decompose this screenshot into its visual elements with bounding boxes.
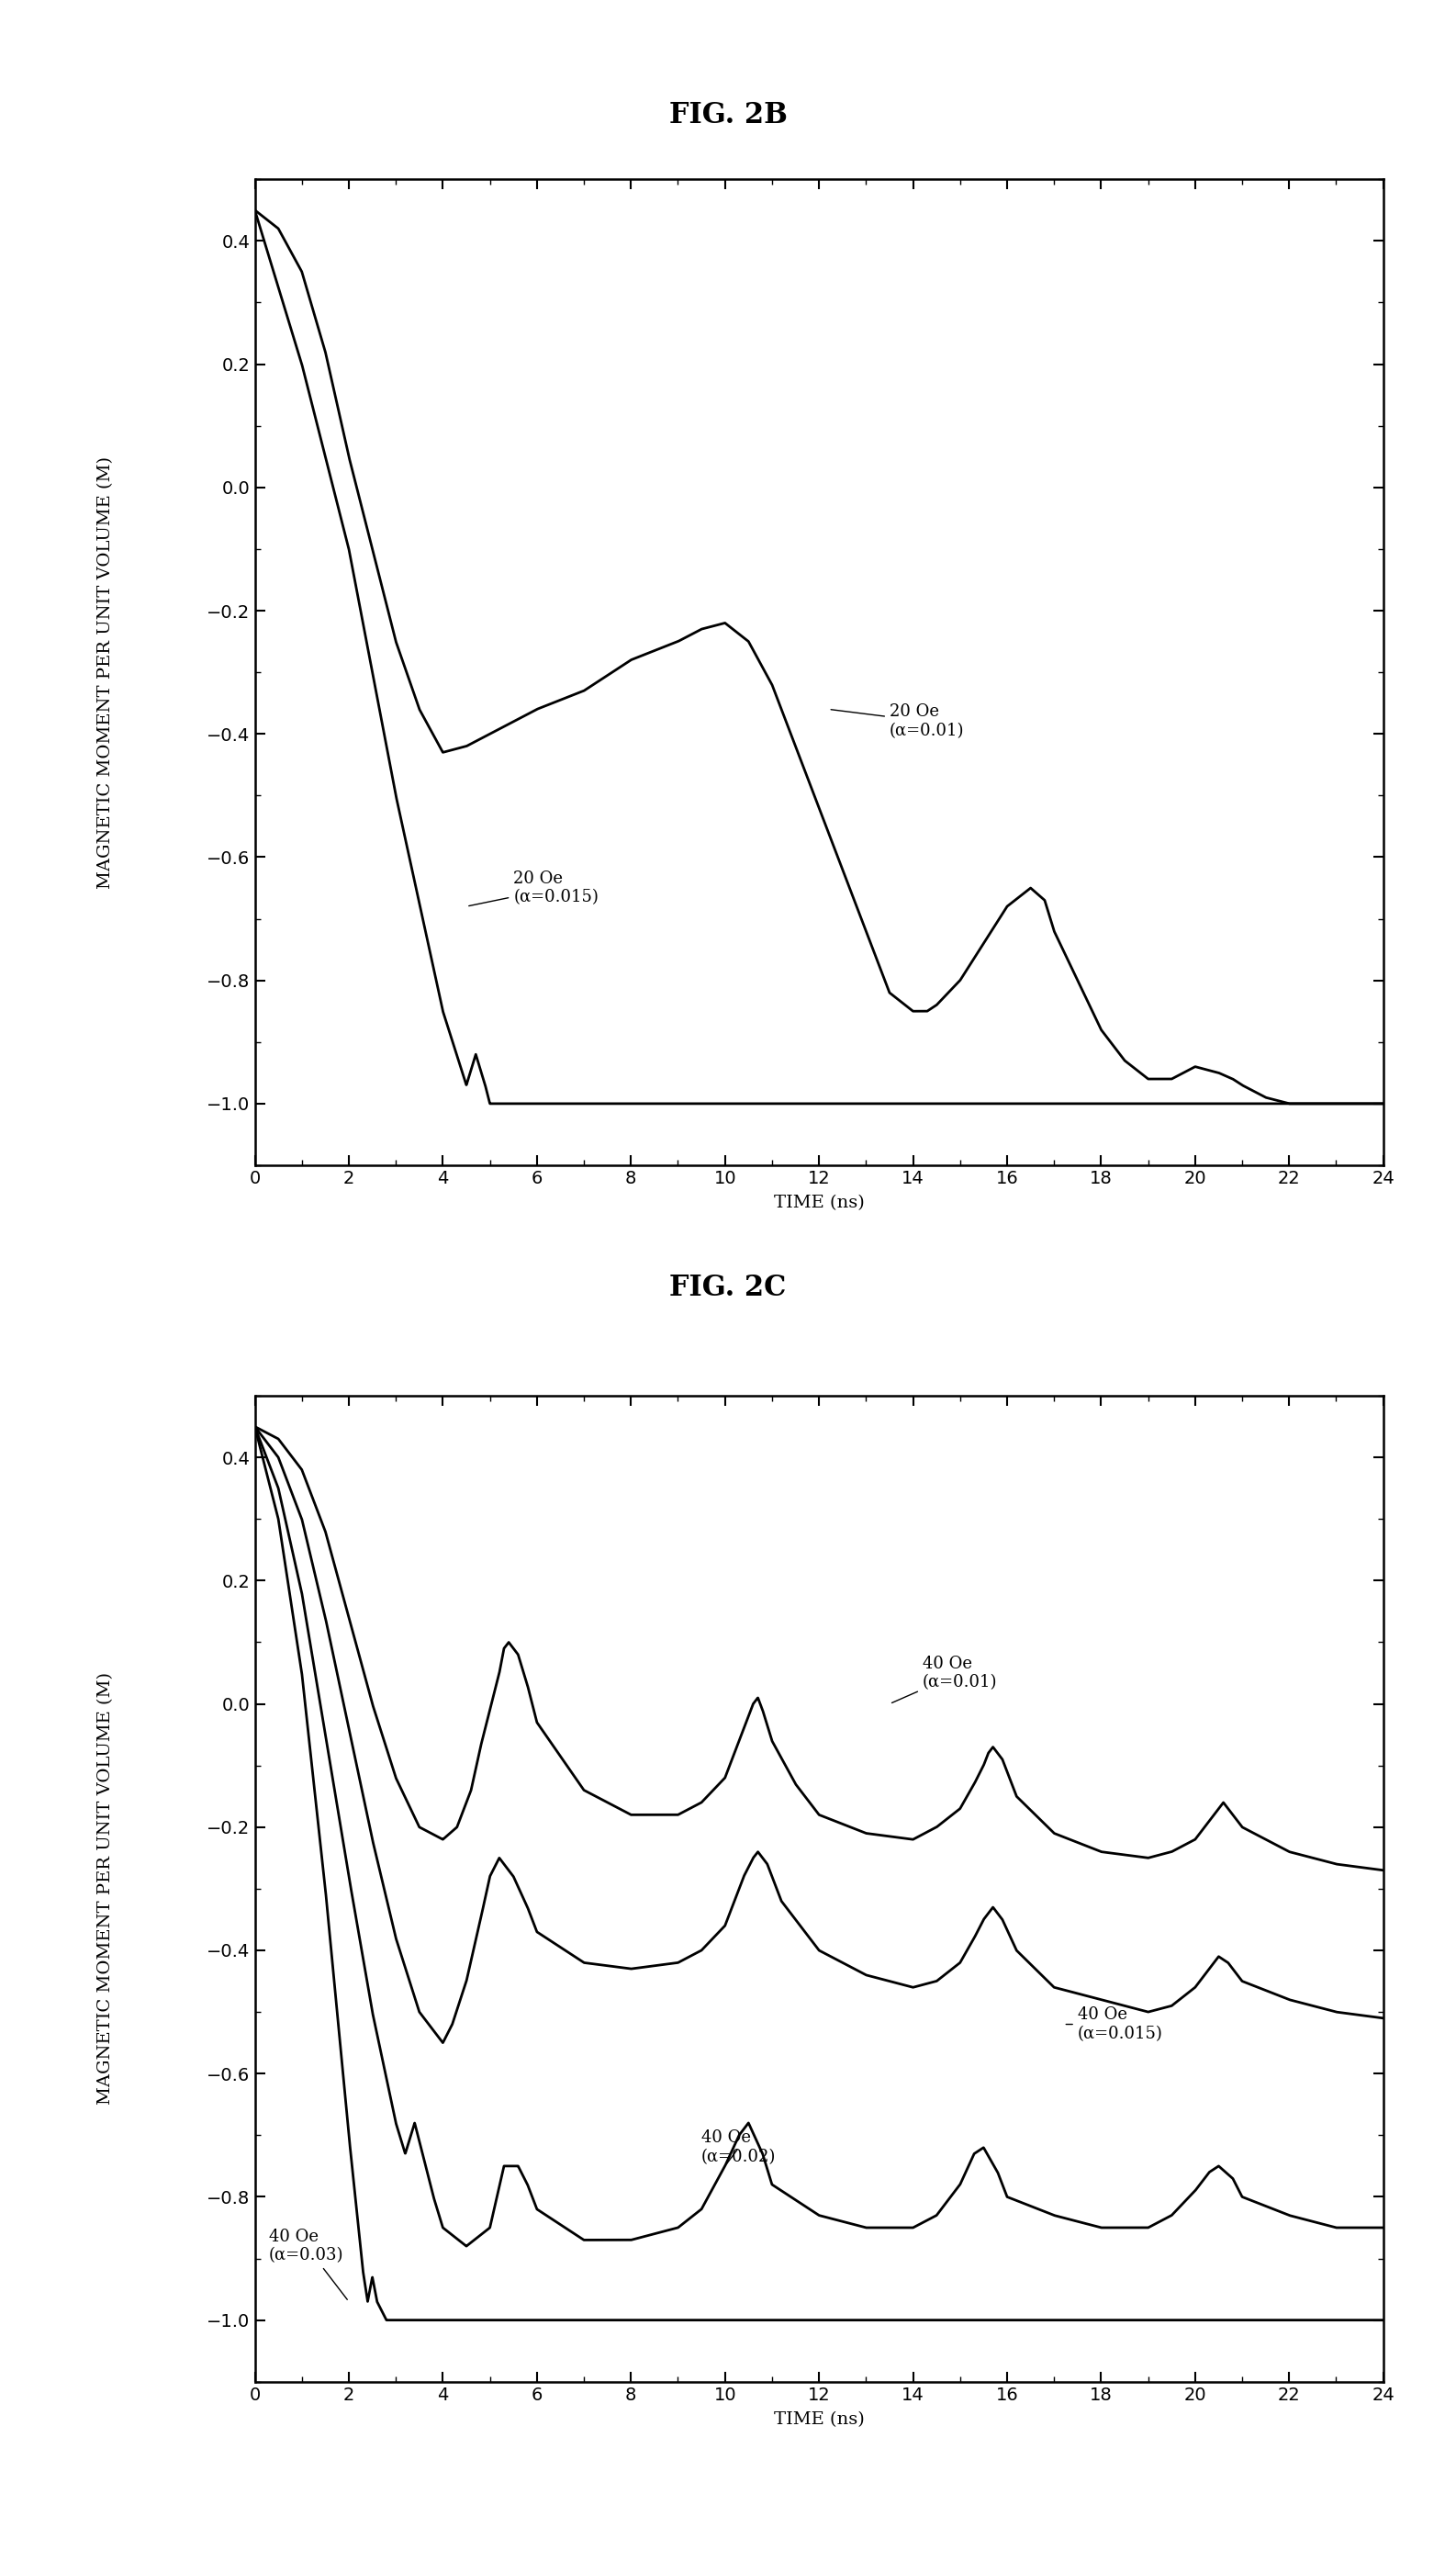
X-axis label: TIME (ns): TIME (ns) bbox=[773, 2412, 865, 2428]
Text: FIG. 2B: FIG. 2B bbox=[668, 100, 788, 131]
Text: 40 Oe
(α=0.015): 40 Oe (α=0.015) bbox=[1066, 2005, 1163, 2041]
X-axis label: TIME (ns): TIME (ns) bbox=[773, 1196, 865, 1211]
Text: FIG. 2C: FIG. 2C bbox=[670, 1273, 786, 1304]
Text: 40 Oe
(α=0.03): 40 Oe (α=0.03) bbox=[269, 2228, 348, 2300]
Text: 20 Oe
(α=0.01): 20 Oe (α=0.01) bbox=[831, 704, 964, 740]
Y-axis label: MAGNETIC MOMENT PER UNIT VOLUME (M): MAGNETIC MOMENT PER UNIT VOLUME (M) bbox=[98, 1672, 114, 2105]
Y-axis label: MAGNETIC MOMENT PER UNIT VOLUME (M): MAGNETIC MOMENT PER UNIT VOLUME (M) bbox=[98, 456, 114, 889]
Text: 40 Oe
(α=0.02): 40 Oe (α=0.02) bbox=[702, 2131, 776, 2167]
Text: 20 Oe
(α=0.015): 20 Oe (α=0.015) bbox=[469, 871, 598, 907]
Text: 40 Oe
(α=0.01): 40 Oe (α=0.01) bbox=[893, 1654, 997, 1703]
